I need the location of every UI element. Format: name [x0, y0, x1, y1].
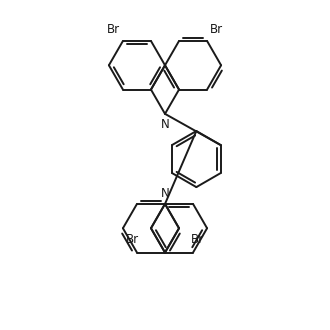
Text: Br: Br — [191, 233, 204, 246]
Text: N: N — [161, 118, 169, 131]
Text: N: N — [161, 187, 169, 200]
Text: Br: Br — [210, 23, 223, 36]
Text: Br: Br — [107, 23, 120, 36]
Text: Br: Br — [126, 233, 139, 246]
